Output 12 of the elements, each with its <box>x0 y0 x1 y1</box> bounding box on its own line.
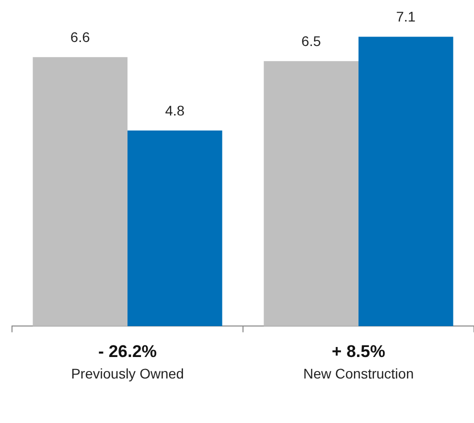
data-label: 4.8 <box>165 102 185 118</box>
text: + 8.5% <box>332 342 386 361</box>
bar <box>358 36 454 326</box>
text: - 26.2% <box>98 342 157 361</box>
x-tick-label: Previously Owned <box>71 365 184 382</box>
bar <box>32 57 128 326</box>
data-label: 6.6 <box>70 28 90 45</box>
bar <box>264 61 358 326</box>
x-tick-label: New Construction <box>303 365 414 382</box>
data-label: 7.1 <box>396 8 416 25</box>
bar <box>128 130 222 326</box>
data-label: 6.5 <box>301 33 322 50</box>
